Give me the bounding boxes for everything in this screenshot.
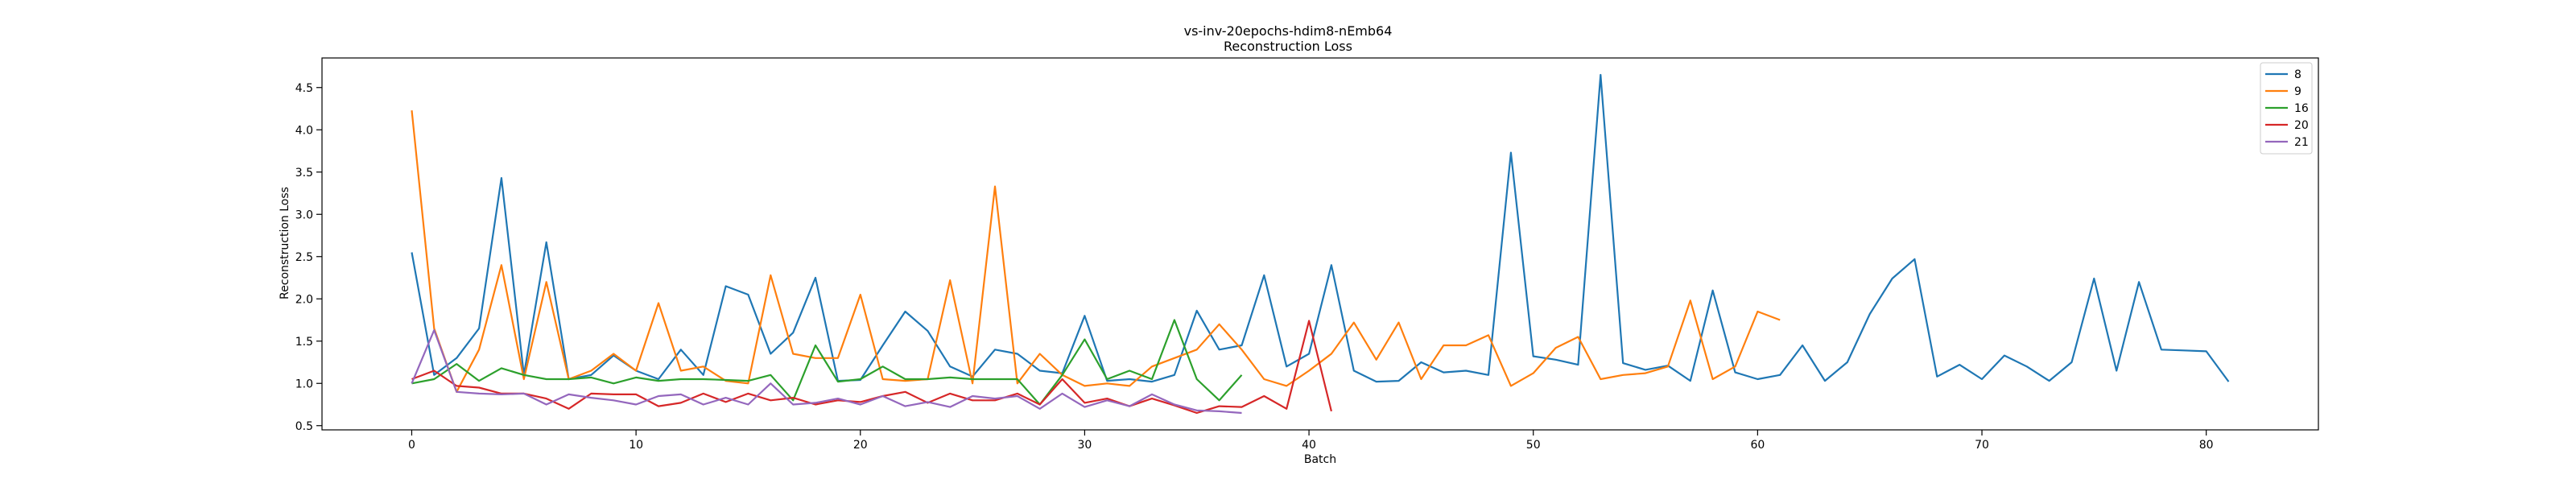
y-tick-label: 4.5 <box>295 82 313 95</box>
y-tick-label: 3.5 <box>295 167 313 180</box>
chart-subtitle: Reconstruction Loss <box>1224 39 1352 54</box>
y-tick-label: 0.5 <box>295 420 313 433</box>
x-tick-label: 30 <box>1078 439 1092 452</box>
x-tick-label: 0 <box>408 439 415 452</box>
series-line-20 <box>411 320 1332 415</box>
x-tick-label: 70 <box>1975 439 1989 452</box>
x-tick-label: 40 <box>1302 439 1316 452</box>
y-tick-label: 2.0 <box>295 293 313 306</box>
y-tick-label: 2.5 <box>295 251 313 264</box>
legend-label-21: 21 <box>2294 136 2309 149</box>
x-tick-label: 60 <box>1750 439 1765 452</box>
legend-label-8: 8 <box>2294 68 2301 81</box>
x-axis-label: Batch <box>1304 453 1336 466</box>
y-tick-label: 1.0 <box>295 378 313 390</box>
series-line-8 <box>411 73 2230 383</box>
y-tick-label: 3.0 <box>295 208 313 221</box>
y-axis-label: Reconstruction Loss <box>279 187 291 299</box>
legend-label-20: 20 <box>2294 119 2309 132</box>
legend: 8 9 16 20 21 <box>2260 62 2313 155</box>
y-tick-label: 1.5 <box>295 336 313 349</box>
legend-label-16: 16 <box>2294 102 2309 115</box>
series-line-21 <box>411 329 1242 415</box>
x-tick-label: 20 <box>853 439 868 452</box>
x-tick-label: 10 <box>629 439 643 452</box>
axes-frame <box>321 57 2319 431</box>
series-line-9 <box>411 109 1781 393</box>
plot-area: 0 10 20 30 40 50 60 70 80 0.5 1.0 1.5 2.0 2.5 3.0 3.5 4.… <box>295 57 2319 452</box>
y-tick-label: 4.0 <box>295 124 313 137</box>
chart-title: vs-inv-20epochs-hdim8-nEmb64 <box>1184 23 1393 39</box>
x-tick-label: 80 <box>2199 439 2214 452</box>
series-line-16 <box>411 319 1243 406</box>
legend-label-9: 9 <box>2294 85 2301 98</box>
x-tick-label: 50 <box>1526 439 1541 452</box>
